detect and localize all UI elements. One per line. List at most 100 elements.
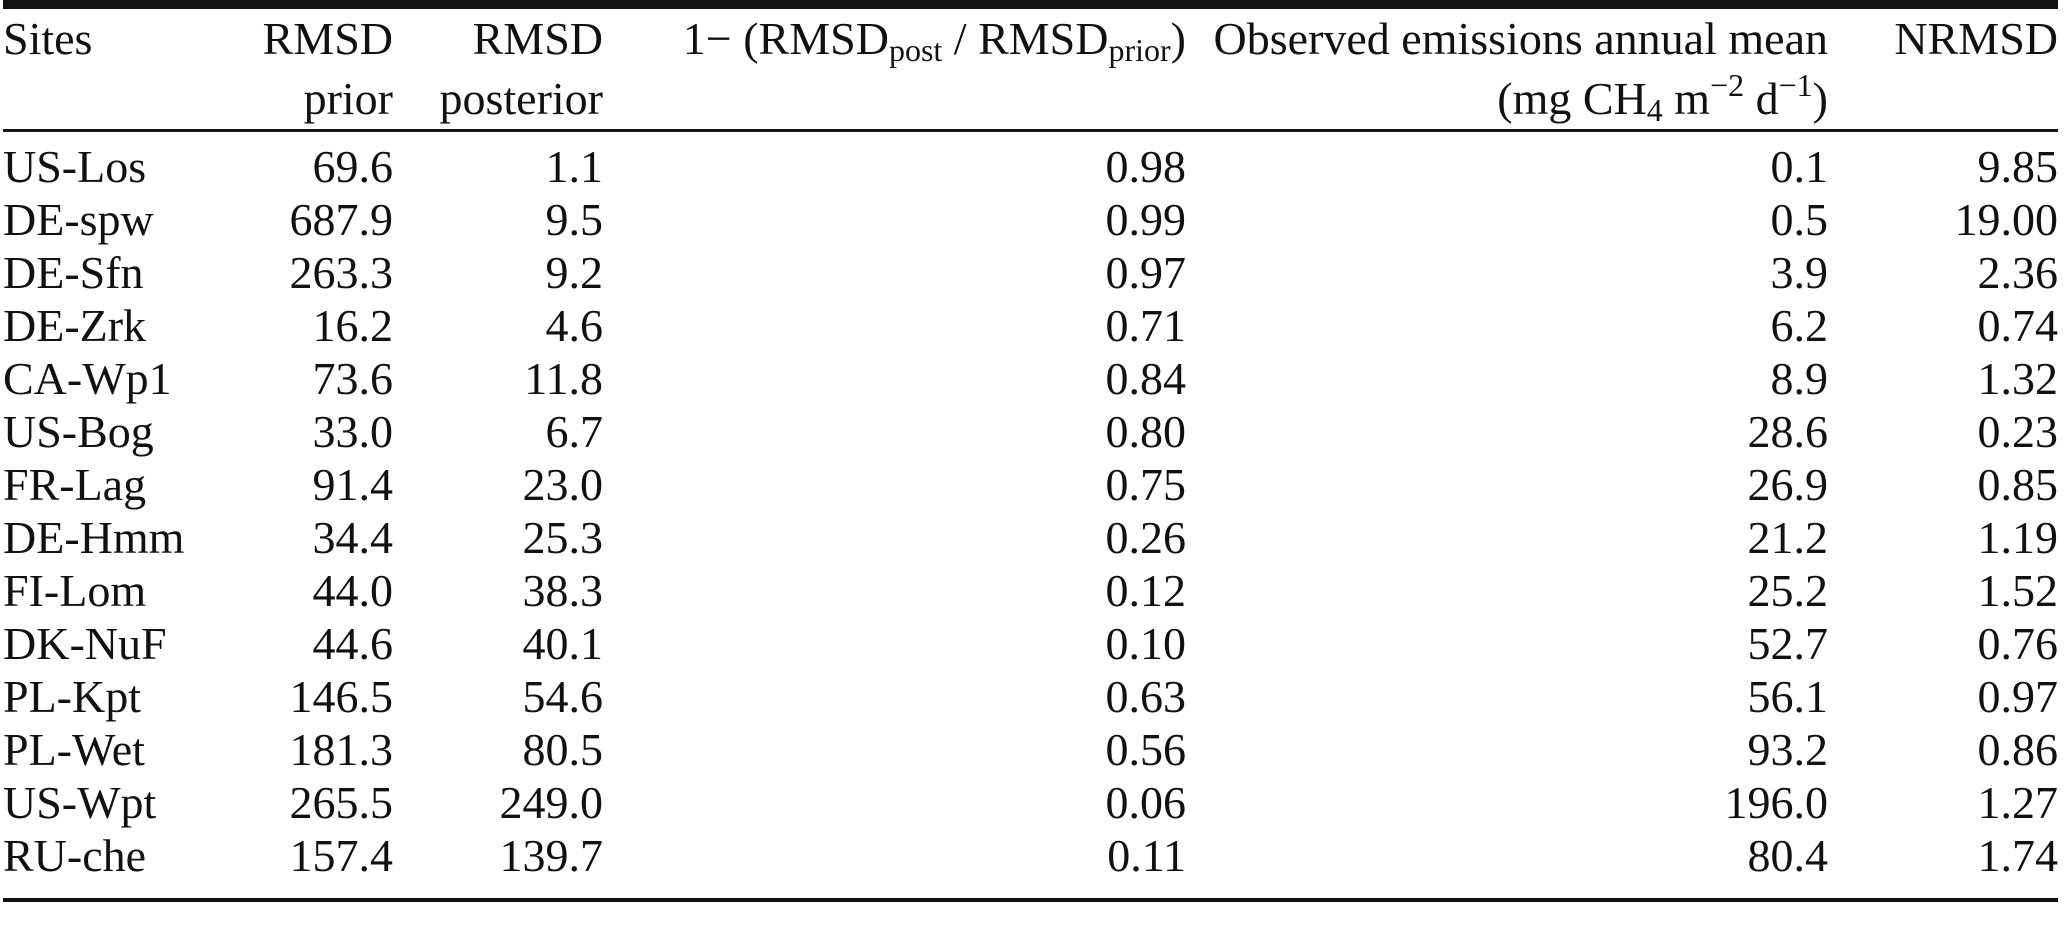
unit-sup-minus1: −1 (1778, 67, 1813, 104)
cell-observed: 80.4 (1747, 830, 1829, 881)
header-rmsd-prior-line2: prior (303, 73, 393, 124)
cell-site: US-Wpt (3, 777, 157, 828)
cell-observed: 56.1 (1747, 671, 1829, 722)
cell-ratio: 0.71 (1105, 300, 1187, 351)
ratio-sub-post: post (888, 32, 943, 69)
cell-rmsd-prior: 146.5 (289, 671, 394, 722)
cell-ratio: 0.80 (1105, 406, 1187, 457)
header-nrmsd-label: NRMSD (1894, 13, 2058, 64)
unit-part3: d (1744, 73, 1779, 124)
ratio-part1: 1− (RMSD (682, 13, 889, 64)
header-sites: Sites (3, 9, 153, 131)
cell-nrmsd: 2.36 (1977, 247, 2059, 298)
cell-rmsd-posterior: 54.6 (522, 671, 604, 722)
table-row: DE-Hmm 34.4 25.3 0.26 21.2 1.19 (3, 511, 2058, 564)
cell-nrmsd: 9.85 (1977, 141, 2059, 192)
cell-rmsd-prior: 73.6 (312, 353, 394, 404)
cell-site: FI-Lom (3, 565, 147, 616)
cell-ratio: 0.98 (1105, 141, 1187, 192)
header-ratio: 1− (RMSDpost / RMSDprior) (603, 9, 1186, 131)
cell-rmsd-prior: 181.3 (289, 724, 394, 775)
cell-observed: 3.9 (1770, 247, 1829, 298)
table-row: FR-Lag 91.4 23.0 0.75 26.9 0.85 (3, 458, 2058, 511)
cell-rmsd-posterior: 6.7 (545, 406, 604, 457)
results-table-frame: Sites RMSD prior RMSD posterior 1− (RMSD… (3, 0, 2058, 902)
cell-ratio: 0.99 (1105, 194, 1187, 245)
cell-ratio: 0.06 (1105, 777, 1187, 828)
unit-part4: ) (1812, 73, 1828, 124)
cell-ratio: 0.56 (1105, 724, 1187, 775)
table-row: FI-Lom 44.0 38.3 0.12 25.2 1.52 (3, 564, 2058, 617)
cell-observed: 26.9 (1747, 459, 1829, 510)
cell-nrmsd: 1.27 (1977, 777, 2059, 828)
cell-rmsd-prior: 69.6 (312, 141, 394, 192)
cell-ratio: 0.97 (1105, 247, 1187, 298)
header-rmsd-posterior-line2: posterior (439, 73, 603, 124)
cell-rmsd-prior: 16.2 (312, 300, 394, 351)
header-rmsd-posterior-line1: RMSD (472, 13, 603, 64)
cell-observed: 6.2 (1770, 300, 1829, 351)
ratio-part2: / RMSD (942, 13, 1109, 64)
cell-observed: 28.6 (1747, 406, 1829, 457)
cell-rmsd-posterior: 40.1 (522, 618, 604, 669)
ratio-part3: ) (1170, 13, 1186, 64)
table-body: US-Los 69.6 1.1 0.98 0.1 9.85 DE-spw 687… (3, 131, 2058, 899)
cell-rmsd-posterior: 139.7 (499, 830, 604, 881)
header-observed-unit: (mg CH4 m−2 d−1) (1186, 69, 1828, 129)
header-observed-line1: Observed emissions annual mean (1213, 13, 1828, 64)
cell-rmsd-posterior: 249.0 (499, 777, 604, 828)
cell-observed: 0.1 (1770, 141, 1829, 192)
table-row: PL-Wet 181.3 80.5 0.56 93.2 0.86 (3, 723, 2058, 776)
cell-nrmsd: 0.97 (1977, 671, 2059, 722)
cell-rmsd-prior: 44.6 (312, 618, 394, 669)
cell-rmsd-posterior: 1.1 (545, 141, 604, 192)
cell-site: PL-Kpt (3, 671, 141, 722)
cell-nrmsd: 0.23 (1977, 406, 2059, 457)
unit-sub-4: 4 (1646, 92, 1663, 129)
cell-rmsd-posterior: 9.2 (545, 247, 604, 298)
cell-site: DE-Zrk (3, 300, 147, 351)
cell-site: DE-Hmm (3, 512, 185, 563)
table-header: Sites RMSD prior RMSD posterior 1− (RMSD… (3, 9, 2058, 131)
cell-rmsd-prior: 44.0 (312, 565, 394, 616)
cell-observed: 196.0 (1724, 777, 1829, 828)
cell-ratio: 0.26 (1105, 512, 1187, 563)
rmsd-results-table: Sites RMSD prior RMSD posterior 1− (RMSD… (3, 9, 2058, 898)
cell-ratio: 0.11 (1107, 830, 1186, 881)
ratio-sub-prior: prior (1108, 32, 1171, 69)
cell-rmsd-prior: 34.4 (312, 512, 394, 563)
cell-nrmsd: 0.85 (1977, 459, 2059, 510)
header-sites-label: Sites (3, 13, 93, 64)
cell-site: DE-spw (3, 194, 154, 245)
cell-site: DE-Sfn (3, 247, 144, 298)
header-nrmsd: NRMSD (1828, 9, 2058, 131)
cell-rmsd-prior: 91.4 (312, 459, 394, 510)
cell-rmsd-posterior: 80.5 (522, 724, 604, 775)
table-row: RU-che 157.4 139.7 0.11 80.4 1.74 (3, 829, 2058, 898)
unit-part2: m (1662, 73, 1711, 124)
header-rmsd-prior: RMSD prior (153, 9, 393, 131)
table-row: US-Wpt 265.5 249.0 0.06 196.0 1.27 (3, 776, 2058, 829)
cell-rmsd-posterior: 25.3 (522, 512, 604, 563)
cell-nrmsd: 1.52 (1977, 565, 2059, 616)
cell-nrmsd: 1.74 (1977, 830, 2059, 881)
header-rmsd-posterior: RMSD posterior (393, 9, 603, 131)
cell-ratio: 0.75 (1105, 459, 1187, 510)
header-row: Sites RMSD prior RMSD posterior 1− (RMSD… (3, 9, 2058, 131)
cell-site: RU-che (3, 830, 147, 881)
table-row: CA-Wp1 73.6 11.8 0.84 8.9 1.32 (3, 352, 2058, 405)
cell-site: US-Bog (3, 406, 154, 457)
header-observed: Observed emissions annual mean (mg CH4 m… (1186, 9, 1828, 131)
cell-rmsd-posterior: 23.0 (522, 459, 604, 510)
cell-site: DK-NuF (3, 618, 167, 669)
table-row: DE-Zrk 16.2 4.6 0.71 6.2 0.74 (3, 299, 2058, 352)
cell-nrmsd: 0.74 (1977, 300, 2059, 351)
cell-rmsd-posterior: 9.5 (545, 194, 604, 245)
table-row: DK-NuF 44.6 40.1 0.10 52.7 0.76 (3, 617, 2058, 670)
cell-nrmsd: 1.32 (1977, 353, 2059, 404)
table-row: US-Bog 33.0 6.7 0.80 28.6 0.23 (3, 405, 2058, 458)
cell-ratio: 0.10 (1105, 618, 1187, 669)
table-row: DE-spw 687.9 9.5 0.99 0.5 19.00 (3, 193, 2058, 246)
unit-part1: (mg CH (1497, 73, 1647, 124)
